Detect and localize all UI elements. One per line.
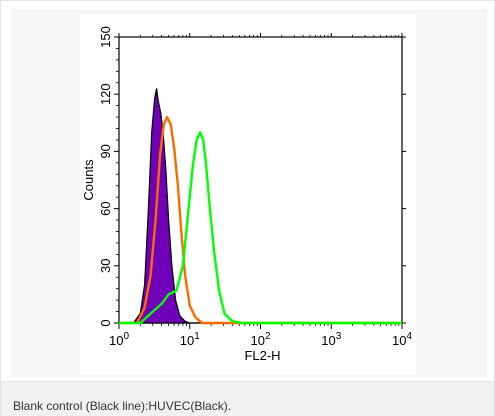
series-0-filled-histogram xyxy=(119,88,402,324)
x-tick-label: 104 xyxy=(392,331,412,348)
caption-bar: Blank control (Black line):HUVEC(Black). xyxy=(1,381,494,416)
figure-caption: Blank control (Black line):HUVEC(Black). xyxy=(13,399,232,413)
x-tick-label: 101 xyxy=(180,331,200,348)
y-tick-label: 0 xyxy=(98,319,113,326)
flow-cytometry-histogram: 0 30 60 90 120 150 100 101 102 103 104 FL2-H Counts xyxy=(81,26,412,363)
y-tick-label: 30 xyxy=(98,259,113,273)
series-1-histogram-line xyxy=(119,115,402,325)
y-axis-title: Counts xyxy=(81,159,96,201)
x-axis-title: FL2-H xyxy=(244,348,280,363)
x-tick-label: 102 xyxy=(250,331,270,348)
series-2-histogram-line xyxy=(119,131,402,325)
y-tick-label: 90 xyxy=(98,144,113,158)
plot-panel xyxy=(80,14,416,375)
x-tick-label: 103 xyxy=(321,331,341,348)
figure-area: 0 30 60 90 120 150 100 101 102 103 104 FL2-H Counts xyxy=(11,9,487,377)
y-tick-label: 120 xyxy=(98,83,113,105)
y-tick-label: 60 xyxy=(98,201,113,215)
x-tick-label: 100 xyxy=(109,331,129,348)
y-tick-label: 150 xyxy=(98,26,113,48)
